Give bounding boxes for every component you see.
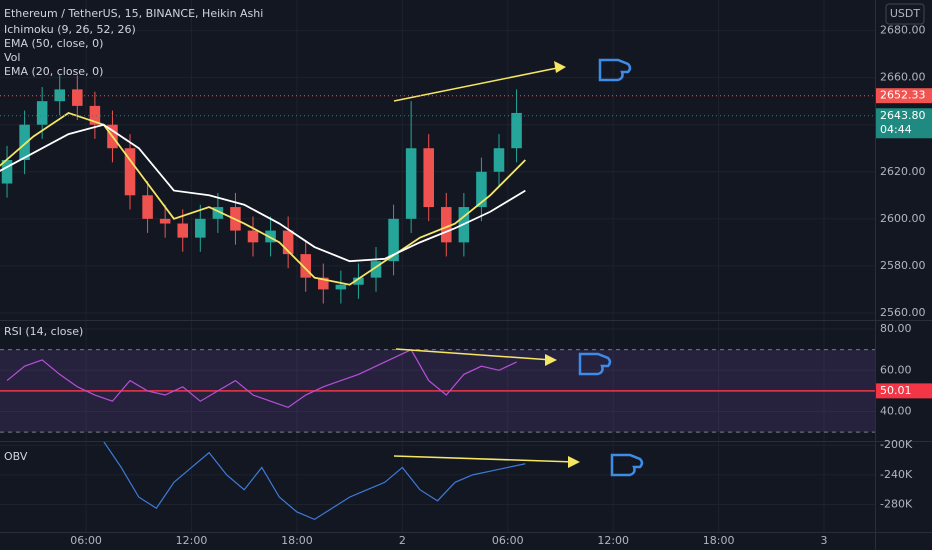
candle-body <box>388 218 399 262</box>
candle-body <box>476 171 487 208</box>
price-label-box <box>876 88 932 104</box>
hand-icon <box>578 352 612 376</box>
indicator-label: EMA (50, close, 0) <box>4 37 103 50</box>
candle-body <box>441 207 452 243</box>
x-tick-label: 3 <box>821 534 828 547</box>
value-label-box <box>876 383 932 399</box>
candle-body <box>159 218 171 224</box>
candle-body <box>36 101 48 125</box>
x-tick-label: 2 <box>399 534 406 547</box>
candle-body <box>405 148 417 219</box>
trend-line <box>393 455 576 463</box>
pane <box>0 328 875 433</box>
y-tick-label: 2620.00 <box>880 165 926 178</box>
arrow-head <box>554 61 566 73</box>
indicator-label: EMA (20, close, 0) <box>4 65 103 78</box>
candle-body <box>124 148 136 196</box>
candle-body <box>353 277 364 285</box>
candle-body <box>282 230 294 255</box>
ema-line <box>0 111 526 286</box>
candle-body <box>142 195 153 219</box>
y-tick-label: 2680.00 <box>880 24 926 37</box>
value-label: 50.01 <box>880 384 912 397</box>
y-tick-label: 2580.00 <box>880 259 926 272</box>
x-tick-label: 12:00 <box>176 534 208 547</box>
candle-body <box>19 124 30 160</box>
y-tick-label: 60.00 <box>880 363 912 376</box>
x-tick-label: 06:00 <box>492 534 524 547</box>
trend-line <box>393 66 563 102</box>
candle-body <box>72 89 83 106</box>
indicator-label: Vol <box>4 51 20 64</box>
x-tick-label: 18:00 <box>703 534 735 547</box>
arrow-head <box>545 354 557 366</box>
candle-body <box>335 284 347 290</box>
pane <box>0 30 875 314</box>
hand-icon <box>610 453 644 477</box>
arrow-head <box>568 456 580 468</box>
price-label: 2643.80 <box>880 109 926 122</box>
indicator-label: Ichimoku (9, 26, 52, 26) <box>4 23 136 36</box>
pane <box>0 442 875 521</box>
chart-title: Ethereum / TetherUS, 15, BINANCE, Heikin… <box>4 7 263 20</box>
candle-body <box>300 254 311 278</box>
y-tick-label: 40.00 <box>880 405 912 418</box>
pane-title: RSI (14, close) <box>4 325 83 338</box>
currency-box[interactable] <box>885 3 925 25</box>
candle-body <box>247 230 259 243</box>
candle-body <box>318 277 329 290</box>
y-tick-label: 80.00 <box>880 322 912 335</box>
indicator-line <box>103 442 526 521</box>
candle-body <box>1 160 13 184</box>
candle-body <box>177 223 189 238</box>
price-label-box <box>876 108 932 139</box>
candle-body <box>54 89 66 102</box>
candle-body <box>370 261 382 278</box>
hand-icons <box>578 58 644 477</box>
candle-body <box>423 148 434 208</box>
x-tick-label: 12:00 <box>597 534 629 547</box>
hand-icon <box>598 58 632 82</box>
y-tick-label: -280K <box>880 498 913 511</box>
candle-body <box>89 105 101 125</box>
ema-line <box>0 123 526 263</box>
candle-body <box>493 148 505 172</box>
candle-body <box>265 230 276 243</box>
candle-body <box>195 218 206 238</box>
candle-body <box>511 112 522 149</box>
y-tick-label: 2660.00 <box>880 71 926 84</box>
x-tick-label: 18:00 <box>281 534 313 547</box>
y-tick-label: 2600.00 <box>880 212 926 225</box>
trend-line <box>395 348 553 361</box>
y-tick-label: 2560.00 <box>880 306 926 319</box>
countdown: 04:44 <box>880 123 912 136</box>
y-tick-label: -200K <box>880 438 913 451</box>
x-tick-label: 06:00 <box>70 534 102 547</box>
y-tick-label: -240K <box>880 468 913 481</box>
indicator-line <box>6 348 517 409</box>
currency[interactable]: USDT <box>890 7 921 20</box>
candle-body <box>212 207 224 219</box>
pane-title: OBV <box>4 450 28 463</box>
price-label: 2652.33 <box>880 89 926 102</box>
